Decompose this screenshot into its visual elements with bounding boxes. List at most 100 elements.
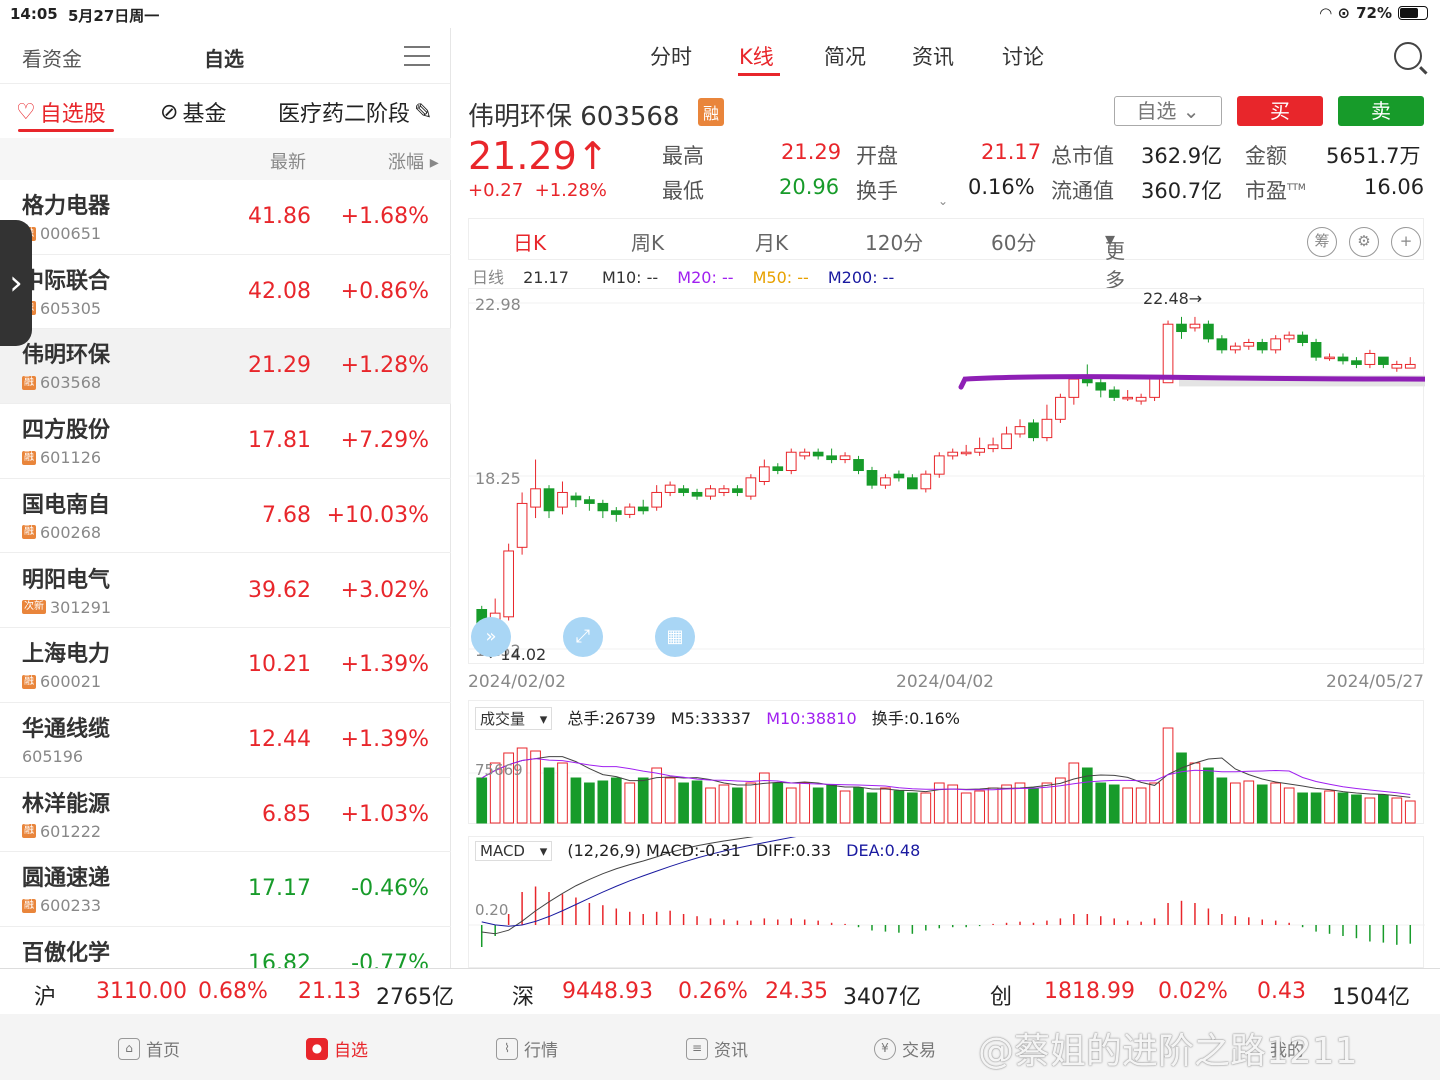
expand-left-button[interactable]: » (471, 617, 511, 657)
volume-bar (705, 787, 716, 824)
price-change: +0.27 +1.28% (468, 180, 607, 201)
candle-body (1081, 378, 1093, 384)
tab-indicator (738, 73, 780, 76)
side-drawer-handle[interactable]: › (0, 220, 32, 346)
index-sh-name[interactable]: 沪 (34, 985, 57, 1010)
stock-row[interactable]: 圆通速递融 600233 17.17 -0.46% (0, 852, 451, 927)
nav-trade[interactable]: ¥ 交易 (874, 1036, 936, 1061)
stock-row[interactable]: 格力电器融000651 41.86 +1.68% (0, 180, 451, 255)
volume-bar (1081, 767, 1093, 824)
macd-diff-line (481, 837, 754, 935)
fullscreen-button[interactable]: ⤢ (563, 617, 603, 657)
volume-indicator-select[interactable]: 成交量 ▾ (475, 707, 553, 730)
volume-chart[interactable]: 成交量 ▾ 总手:26739 M5:33337 M10:38810 换手:0.1… (468, 700, 1425, 824)
chip-distribution-icon[interactable]: 筹 (1307, 227, 1337, 257)
volume-bar (745, 782, 757, 824)
candle-body (880, 477, 891, 486)
volume-legend: 成交量 ▾ 总手:26739 M5:33337 M10:38810 换手:0.1… (475, 705, 970, 730)
candle-body (584, 499, 595, 504)
stock-row[interactable]: 华通线缆 605196 12.44 +1.39% (0, 703, 451, 778)
candle-body (637, 506, 649, 512)
nav-market[interactable]: ⌇ 行情 (496, 1036, 558, 1061)
candle-body (1095, 382, 1107, 391)
sell-button[interactable]: 卖 (1338, 96, 1424, 126)
stock-row[interactable]: 四方股份融 601126 17.81 +7.29% (0, 404, 451, 479)
macd-svg (469, 837, 1425, 947)
period-60min[interactable]: 60分 (991, 231, 1037, 255)
nav-news[interactable]: ≡ 资讯 (686, 1036, 748, 1061)
index-cy-name[interactable]: 创 (990, 985, 1013, 1010)
index-sz-name[interactable]: 深 (512, 985, 535, 1010)
volume-bar (960, 792, 972, 824)
nav-home[interactable]: ⌂ 首页 (118, 1036, 180, 1061)
period-more[interactable]: 更多 ▾ (1105, 227, 1125, 292)
expand-icon[interactable]: ⌄ (938, 194, 949, 208)
tab-funds[interactable]: ⊘ 基金 (160, 99, 227, 128)
tab-discussion[interactable]: 讨论 (1002, 45, 1044, 69)
turnover-label: 换手 (856, 179, 898, 203)
volume-bar (503, 752, 514, 824)
period-120min[interactable]: 120分 (865, 231, 924, 255)
stock-row[interactable]: 百傲化学 16.82 -0.77% (0, 927, 451, 1002)
candle-body (1310, 342, 1322, 358)
stock-row[interactable]: 伟明环保融 603568 21.29 +1.28% (0, 329, 451, 405)
volume-bar (758, 772, 770, 824)
volume-bar (691, 780, 703, 824)
status-date: 5月27日周一 (68, 7, 160, 25)
candle-body (853, 459, 864, 472)
candle-body (1216, 338, 1228, 351)
index-cy-amount: 1504亿 (1332, 985, 1410, 1010)
buy-button[interactable]: 买 (1237, 96, 1323, 126)
tab-kline[interactable]: K线 (739, 45, 774, 69)
stock-price: 39.62 (248, 577, 311, 603)
candle-body (1203, 323, 1214, 340)
open-label: 开盘 (856, 144, 898, 168)
stock-row[interactable]: 上海电力融 600021 10.21 +1.39% (0, 628, 451, 703)
volume-bar (1095, 782, 1107, 824)
menu-icon[interactable] (404, 46, 430, 73)
candle-body (1055, 396, 1066, 420)
stock-row[interactable]: 明阳电气 次新 301291 39.62 +3.02% (0, 554, 451, 629)
draw-button[interactable]: ▦ (655, 617, 695, 657)
view-funds-button[interactable]: 看资金 (22, 47, 82, 71)
candle-body (516, 502, 528, 548)
nav-mine[interactable]: 我的 (1270, 1041, 1304, 1061)
watchlist-button[interactable]: 自选 ⌄ (1114, 96, 1222, 126)
nav-watchlist[interactable]: ● 自选 (306, 1036, 368, 1061)
stock-name: 国电南自 (22, 492, 111, 518)
tab-profile[interactable]: 简况 (824, 45, 866, 69)
stock-row[interactable]: 国电南自融 600268 7.68 +10.03% (0, 479, 451, 554)
watchlist-header: 看资金 自选 (0, 28, 450, 84)
index-sh-pct: 0.68% (198, 979, 268, 1004)
stock-row[interactable]: 中际联合融605305 42.08 +0.86% (0, 255, 451, 330)
period-month[interactable]: 月K (755, 231, 789, 255)
candle-body (503, 550, 514, 618)
volume-bar (718, 784, 730, 824)
kline-chart[interactable]: 22.98 18.25 13.52 ←14.02 22.48→ » ⤢ ▦ (468, 288, 1425, 664)
tab-timeshare[interactable]: 分时 (650, 45, 692, 69)
col-latest[interactable]: 最新 (270, 152, 306, 173)
date-start: 2024/02/02 (468, 672, 566, 692)
tab-watch-stocks[interactable]: ♡ 自选股 (16, 99, 106, 128)
candle-body (1391, 363, 1403, 369)
period-week[interactable]: 周K (631, 231, 665, 255)
pe-label: 市盈TTM (1245, 179, 1306, 203)
macd-chart[interactable]: MACD ▾ (12,26,9) MACD:-0.31 DIFF:0.33 DE… (468, 836, 1425, 968)
search-icon[interactable] (1394, 42, 1422, 70)
stock-change: +0.86% (340, 278, 429, 304)
period-day[interactable]: 日K (513, 231, 547, 255)
candle-body (1256, 342, 1268, 351)
volume-bar (1176, 752, 1187, 824)
stock-row[interactable]: 林洋能源融 601222 6.85 +1.03% (0, 778, 451, 853)
zoom-in-icon[interactable]: + (1391, 227, 1421, 257)
candle-body (1283, 334, 1295, 340)
kline-period-tabs: 日K 周K 月K 120分 60分 更多 ▾ 筹 ⚙ + (468, 218, 1424, 292)
col-change[interactable]: 涨幅 ▸ (388, 152, 439, 173)
stock-name: 林洋能源 (22, 791, 111, 817)
amount-value: 5651.7万 (1326, 144, 1421, 168)
tab-medical-group[interactable]: 医疗药二阶段 ✎ (278, 99, 433, 128)
tab-news[interactable]: 资讯 (912, 45, 954, 69)
edit-icon[interactable]: ✎ (414, 99, 433, 125)
macd-indicator-select[interactable]: MACD ▾ (475, 841, 553, 861)
settings-icon[interactable]: ⚙ (1349, 227, 1379, 257)
